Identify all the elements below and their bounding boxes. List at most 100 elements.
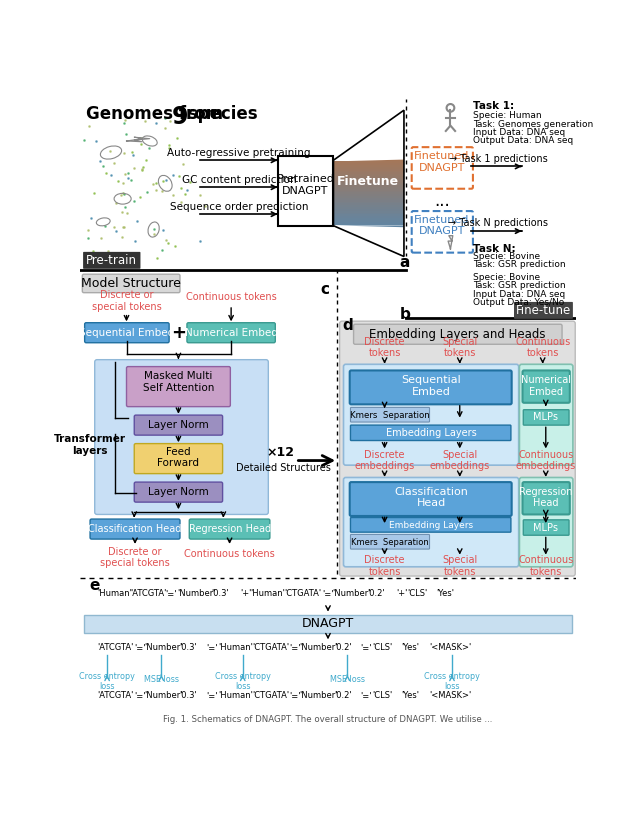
FancyBboxPatch shape	[344, 364, 518, 465]
Text: 'Number': 'Number'	[177, 589, 216, 598]
Text: 'Number': 'Number'	[145, 643, 183, 652]
Text: 'Yes': 'Yes'	[402, 643, 420, 652]
Text: Task: GSR prediction: Task: GSR prediction	[473, 260, 566, 269]
Polygon shape	[333, 210, 404, 213]
FancyBboxPatch shape	[353, 324, 562, 344]
FancyBboxPatch shape	[349, 482, 511, 516]
Polygon shape	[333, 196, 404, 198]
FancyBboxPatch shape	[514, 302, 573, 319]
FancyBboxPatch shape	[83, 252, 140, 269]
Polygon shape	[333, 216, 404, 218]
FancyBboxPatch shape	[522, 482, 570, 515]
Text: Pretrained
DNAGPT: Pretrained DNAGPT	[276, 174, 335, 196]
Text: 'ATCGTA': 'ATCGTA'	[97, 643, 133, 652]
Polygon shape	[333, 201, 404, 204]
Text: Embedding Layers and Heads: Embedding Layers and Heads	[369, 328, 546, 341]
Text: 'Human': 'Human'	[218, 690, 253, 700]
FancyBboxPatch shape	[524, 520, 569, 535]
FancyBboxPatch shape	[349, 371, 511, 404]
Text: Finetuned
DNAGPT: Finetuned DNAGPT	[414, 215, 470, 237]
Bar	[278, 156, 333, 226]
Polygon shape	[333, 194, 404, 196]
Text: Continuous tokens: Continuous tokens	[184, 549, 275, 560]
FancyBboxPatch shape	[134, 482, 223, 502]
Text: Classification
Head: Classification Head	[394, 487, 468, 508]
Text: Masked Multi
Self Attention: Masked Multi Self Attention	[143, 372, 214, 393]
Text: d: d	[342, 318, 353, 333]
FancyBboxPatch shape	[351, 408, 429, 422]
Polygon shape	[333, 161, 404, 164]
FancyBboxPatch shape	[83, 275, 180, 293]
Polygon shape	[333, 213, 404, 215]
Text: '=': '='	[134, 643, 146, 652]
Text: b: b	[399, 307, 410, 321]
Polygon shape	[333, 169, 404, 170]
Text: Kmers  Separation: Kmers Separation	[350, 411, 430, 419]
Text: 'Number': 'Number'	[145, 690, 183, 700]
Text: '=': '='	[322, 589, 333, 598]
Text: Discrete
tokens: Discrete tokens	[364, 555, 405, 577]
Text: '0.2': '0.2'	[334, 690, 352, 700]
Polygon shape	[333, 159, 404, 161]
Text: '=': '='	[289, 643, 301, 652]
FancyBboxPatch shape	[522, 371, 570, 403]
Polygon shape	[333, 220, 404, 222]
Text: Input Data: DNA seq: Input Data: DNA seq	[473, 289, 565, 298]
Polygon shape	[333, 225, 404, 227]
Polygon shape	[333, 222, 404, 224]
Polygon shape	[333, 200, 404, 201]
Text: '=': '='	[360, 643, 372, 652]
Text: '+': '+'	[396, 589, 408, 598]
Text: MSE loss: MSE loss	[144, 676, 179, 685]
Text: Auto-regressive pretraining: Auto-regressive pretraining	[167, 148, 310, 159]
FancyBboxPatch shape	[95, 360, 268, 515]
Text: Feed
Forward: Feed Forward	[157, 446, 200, 469]
FancyBboxPatch shape	[187, 323, 275, 343]
Text: ×12: ×12	[266, 446, 294, 459]
Text: '=': '='	[165, 589, 177, 598]
Text: Output Data: DNA seq: Output Data: DNA seq	[473, 136, 573, 145]
Polygon shape	[333, 191, 404, 192]
Text: Embedding Layers: Embedding Layers	[386, 427, 476, 438]
Text: '=': '='	[206, 690, 218, 700]
Text: '<MASK>': '<MASK>'	[429, 643, 471, 652]
Text: MLPs: MLPs	[533, 413, 558, 423]
Text: Detailed Structures: Detailed Structures	[236, 464, 330, 473]
Text: '0.2': '0.2'	[367, 589, 385, 598]
Text: Task: GSR prediction: Task: GSR prediction	[473, 281, 566, 290]
FancyBboxPatch shape	[351, 518, 511, 532]
Text: '=': '='	[360, 690, 372, 700]
Polygon shape	[333, 164, 404, 165]
FancyBboxPatch shape	[520, 364, 573, 465]
Text: MSE loss: MSE loss	[330, 676, 365, 685]
Text: Task: Genomes generation: Task: Genomes generation	[473, 119, 593, 128]
FancyBboxPatch shape	[134, 444, 223, 473]
Text: species: species	[182, 104, 258, 122]
FancyBboxPatch shape	[351, 534, 429, 549]
Text: Cross entropy
loss: Cross entropy loss	[79, 672, 135, 691]
Text: 'Number': 'Number'	[332, 589, 371, 598]
Text: Sequential
Embed: Sequential Embed	[401, 375, 461, 397]
Text: 9: 9	[172, 104, 188, 129]
Text: '=': '='	[289, 690, 301, 700]
Text: e: e	[90, 578, 100, 593]
Text: Genomes from: Genomes from	[86, 104, 229, 122]
Text: 'Yes': 'Yes'	[436, 589, 454, 598]
Text: Specie: Bovine: Specie: Bovine	[473, 273, 540, 282]
Text: Sequential Embed: Sequential Embed	[79, 328, 174, 338]
Text: '0.3': '0.3'	[179, 643, 197, 652]
FancyBboxPatch shape	[524, 409, 569, 425]
Text: Finetuned
DNAGPT: Finetuned DNAGPT	[414, 151, 470, 173]
Text: 'Number': 'Number'	[300, 643, 338, 652]
Text: ...: ...	[434, 192, 450, 210]
Text: Continuous tokens: Continuous tokens	[186, 293, 276, 302]
Polygon shape	[333, 189, 404, 191]
Text: +: +	[171, 324, 186, 342]
Text: Discrete
embeddings: Discrete embeddings	[355, 450, 415, 471]
Text: → Task 1 predictions: → Task 1 predictions	[449, 154, 548, 164]
Text: Task N:: Task N:	[473, 244, 516, 254]
Text: Specie: Bovine: Specie: Bovine	[473, 252, 540, 261]
Text: '+': '+'	[241, 589, 252, 598]
Polygon shape	[333, 209, 404, 210]
Polygon shape	[333, 178, 404, 180]
